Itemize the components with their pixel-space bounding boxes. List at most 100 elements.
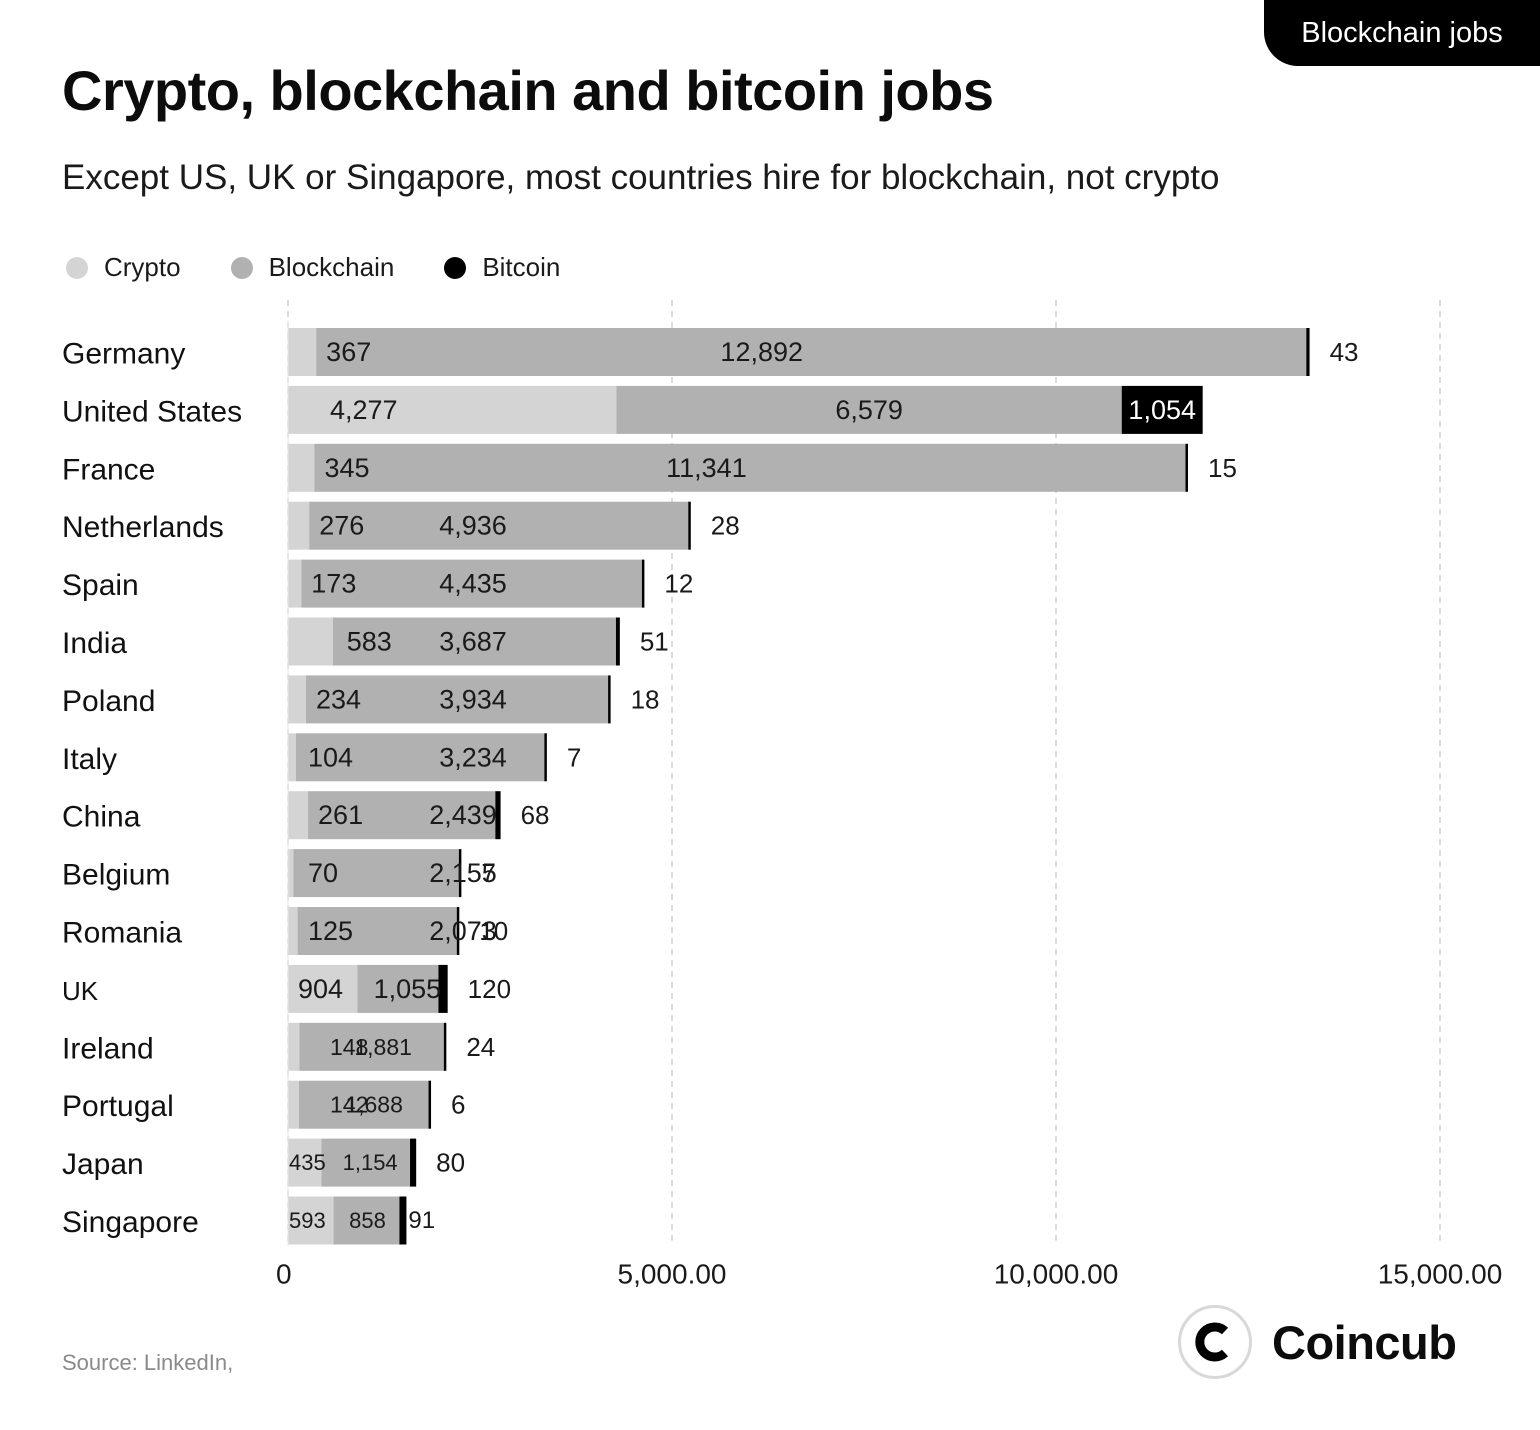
data-label-crypto: 367 bbox=[326, 337, 371, 367]
data-label-bitcoin: 10 bbox=[479, 916, 508, 946]
bar-segment-bitcoin bbox=[495, 791, 501, 840]
bar-segment-bitcoin bbox=[410, 1138, 417, 1187]
legend-swatch-bitcoin bbox=[444, 256, 467, 279]
category-label: Portugal bbox=[62, 1090, 174, 1123]
legend-swatch-crypto bbox=[66, 256, 88, 279]
data-label-crypto: 435 bbox=[289, 1150, 326, 1175]
bar-segment-blockchain bbox=[357, 964, 439, 1013]
bar-segment-blockchain bbox=[293, 849, 459, 898]
bar-segment-bitcoin bbox=[608, 675, 611, 724]
data-label-crypto: 70 bbox=[308, 858, 338, 888]
bar-segment-crypto bbox=[288, 733, 296, 782]
x-tick-label: 15,000.00 bbox=[1378, 1259, 1503, 1290]
chart-subtitle: Except US, UK or Singapore, most countri… bbox=[62, 158, 1220, 197]
bar-segment-bitcoin bbox=[456, 907, 460, 955]
data-label-blockchain: 2,073 bbox=[429, 916, 497, 946]
bar-segment-crypto bbox=[288, 1080, 299, 1129]
source-note: Source: LinkedIn, bbox=[62, 1350, 234, 1375]
data-label-crypto: 593 bbox=[289, 1208, 326, 1233]
legend-label-blockchain: Blockchain bbox=[268, 252, 395, 282]
data-label-blockchain: 3,687 bbox=[439, 627, 507, 657]
bar-segment-crypto bbox=[288, 501, 310, 550]
data-label-crypto: 234 bbox=[316, 684, 361, 714]
bar-segment-bitcoin bbox=[458, 849, 462, 898]
data-label-blockchain: 3,934 bbox=[439, 684, 507, 714]
legend-label-crypto: Crypto bbox=[104, 252, 181, 282]
bar-segment-crypto bbox=[288, 849, 294, 898]
data-label-bitcoin: 15 bbox=[1208, 453, 1237, 483]
data-label-bitcoin: 12 bbox=[664, 569, 693, 599]
bar-segment-crypto bbox=[288, 1022, 300, 1071]
category-label: Ireland bbox=[62, 1032, 154, 1065]
data-label-blockchain: 1,881 bbox=[354, 1034, 412, 1060]
data-label-bitcoin: 43 bbox=[1330, 337, 1359, 367]
data-label-crypto: 4,277 bbox=[330, 395, 398, 425]
data-label-blockchain: 11,341 bbox=[666, 453, 747, 483]
bar-segment-blockchain bbox=[616, 385, 1122, 434]
bar-segment-crypto bbox=[288, 385, 617, 434]
data-label-crypto: 345 bbox=[324, 453, 369, 483]
data-label-crypto: 173 bbox=[311, 569, 356, 599]
category-label: China bbox=[62, 801, 141, 834]
data-label-bitcoin: 1,054 bbox=[1128, 395, 1196, 425]
bar-segment-crypto bbox=[288, 443, 315, 492]
category-label: Netherlands bbox=[62, 511, 224, 544]
bar-segment-bitcoin bbox=[544, 733, 547, 782]
x-tick-label: 10,000.00 bbox=[994, 1259, 1119, 1290]
bar-segment-bitcoin bbox=[1121, 385, 1203, 434]
data-label-crypto: 142 bbox=[330, 1092, 368, 1118]
bar-segment-crypto bbox=[288, 617, 333, 666]
data-label-bitcoin: 18 bbox=[631, 684, 660, 714]
bar-segment-blockchain bbox=[308, 791, 496, 840]
data-label-crypto: 904 bbox=[298, 974, 343, 1004]
category-label: Belgium bbox=[62, 859, 170, 892]
data-label-bitcoin: 28 bbox=[711, 511, 740, 541]
data-label-blockchain: 6,579 bbox=[835, 395, 903, 425]
bar-segment-crypto bbox=[288, 1196, 334, 1245]
category-label: Italy bbox=[62, 743, 117, 776]
legend-item-blockchain: Blockchain bbox=[230, 252, 395, 283]
data-label-blockchain: 2,439 bbox=[429, 800, 497, 830]
bar-segment-blockchain bbox=[297, 907, 457, 955]
category-tag: Blockchain jobs bbox=[1264, 0, 1540, 66]
category-label: Germany bbox=[62, 338, 185, 371]
legend-item-crypto: Crypto bbox=[66, 252, 181, 283]
category-label: Romania bbox=[62, 917, 182, 950]
bar-segment-bitcoin bbox=[438, 964, 448, 1013]
bar-segment-crypto bbox=[288, 328, 317, 376]
category-label: France bbox=[62, 453, 155, 486]
category-label: Singapore bbox=[62, 1206, 199, 1239]
category-label: India bbox=[62, 627, 127, 660]
coincub-logo-icon bbox=[1178, 1305, 1252, 1379]
data-label-bitcoin: 7 bbox=[567, 742, 581, 772]
data-label-blockchain: 4,936 bbox=[439, 511, 507, 541]
bar-segment-crypto bbox=[288, 559, 302, 608]
bar-segment-crypto bbox=[288, 791, 309, 840]
bar-segment-blockchain bbox=[295, 733, 545, 782]
bar-chart: 0 5,000.00 10,000.00 15,000.00 Germany 367 12,… bbox=[62, 300, 1503, 1290]
bar-segment-crypto bbox=[288, 964, 358, 1013]
category-label: Spain bbox=[62, 569, 139, 602]
data-label-bitcoin: 51 bbox=[640, 627, 669, 657]
data-label-blockchain: 858 bbox=[349, 1208, 386, 1233]
data-label-blockchain: 1,688 bbox=[345, 1092, 403, 1118]
category-label: United States bbox=[62, 395, 242, 428]
data-label-crypto: 276 bbox=[319, 511, 364, 541]
legend-swatch-blockchain bbox=[230, 256, 253, 279]
bar-segment-bitcoin bbox=[615, 617, 620, 666]
bar-segment-bitcoin bbox=[1185, 443, 1188, 492]
data-label-bitcoin: 68 bbox=[521, 800, 550, 830]
data-label-bitcoin: 120 bbox=[468, 974, 511, 1004]
bar-segment-bitcoin bbox=[688, 501, 691, 550]
data-label-bitcoin: 91 bbox=[408, 1207, 435, 1234]
bar-segment-blockchain bbox=[299, 1022, 444, 1071]
data-label-crypto: 104 bbox=[308, 742, 353, 772]
data-label-bitcoin: 80 bbox=[436, 1148, 465, 1178]
bar-segment-blockchain bbox=[332, 617, 616, 666]
bar-segment-bitcoin bbox=[428, 1080, 432, 1129]
legend-label-bitcoin: Bitcoin bbox=[482, 252, 561, 282]
data-label-bitcoin: 7 bbox=[481, 858, 495, 888]
bar-segment-blockchain bbox=[309, 501, 689, 550]
chart-title: Crypto, blockchain and bitcoin jobs bbox=[62, 59, 994, 122]
legend-item-bitcoin: Bitcoin bbox=[444, 252, 560, 283]
